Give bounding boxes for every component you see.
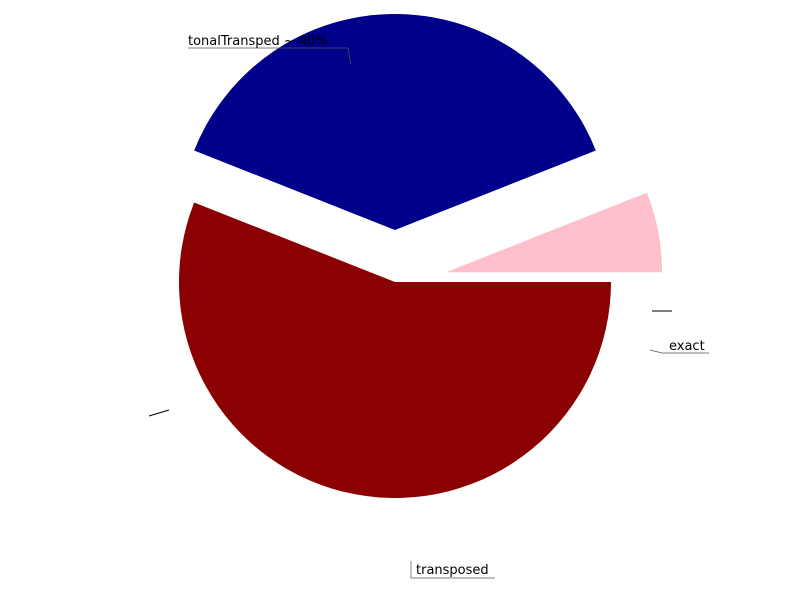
slice-label: exact — [669, 339, 705, 354]
slice-label: transposed — [416, 563, 489, 578]
label-leader-line — [649, 349, 709, 354]
pie-slices — [178, 13, 663, 498]
pie-slice-tonaltransped — [178, 202, 611, 498]
zero-slice-leader — [148, 409, 170, 417]
pie-slice-exact — [446, 192, 663, 273]
label-leader-line — [410, 561, 495, 579]
slice-label: tonalTransped ~ 40% — [188, 34, 328, 49]
label-leader-line — [188, 47, 352, 65]
pie-slice-transposed — [194, 13, 596, 231]
pie-labels: tonalTransped ~ 40% transposed exact — [148, 34, 709, 579]
